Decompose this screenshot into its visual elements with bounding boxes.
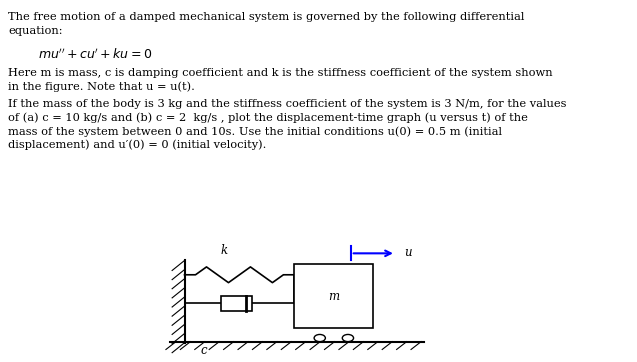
Bar [294, 264, 373, 328]
Text: k: k [220, 244, 227, 257]
Text: of (a) c = 10 kg/s and (b) c = 2  kg/s , plot the displacement-time graph (u ver: of (a) c = 10 kg/s and (b) c = 2 kg/s , … [8, 113, 528, 123]
Circle shape [314, 334, 326, 342]
Text: in the figure. Note that u = u(t).: in the figure. Note that u = u(t). [8, 81, 195, 92]
Circle shape [342, 334, 354, 342]
Text: mass of the system between 0 and 10s. Use the initial conditions u(0) = 0.5 m (i: mass of the system between 0 and 10s. Us… [8, 126, 502, 137]
Text: u: u [404, 246, 412, 259]
Text: If the mass of the body is 3 kg and the stiffness coefficient of the system is 3: If the mass of the body is 3 kg and the … [8, 99, 567, 109]
Text: c: c [201, 345, 208, 357]
Text: m: m [328, 290, 340, 303]
Text: $mu'' + cu' + ku = 0$: $mu'' + cu' + ku = 0$ [38, 47, 152, 62]
Text: displacement) and u′(0) = 0 (initial velocity).: displacement) and u′(0) = 0 (initial vel… [8, 140, 266, 150]
Bar [221, 296, 252, 311]
Text: equation:: equation: [8, 26, 62, 36]
Text: Here m is mass, c is damping coefficient and k is the stiffness coefficient of t: Here m is mass, c is damping coefficient… [8, 68, 553, 78]
Text: The free motion of a damped mechanical system is governed by the following diffe: The free motion of a damped mechanical s… [8, 12, 524, 22]
